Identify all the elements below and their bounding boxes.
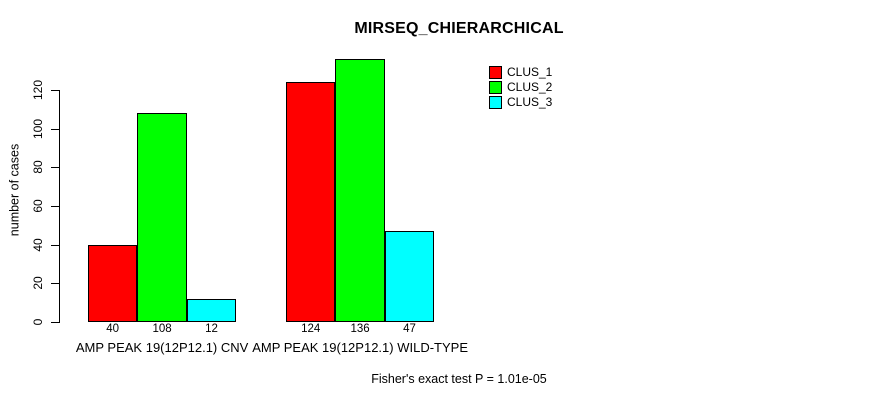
bar-value-label: 12 [205,323,218,335]
legend-label: CLUS_2 [507,80,553,94]
bar-CLUS_3-group1 [186,298,237,322]
bar-value-label: 124 [301,323,321,335]
legend: CLUS_1 CLUS_2 CLUS_3 [489,66,552,111]
x-category-label: AMP PEAK 19(12P12.1) CNV [75,340,249,355]
y-tick [51,283,59,285]
legend-label: CLUS_3 [507,95,553,109]
y-tick [51,90,59,91]
y-axis-label: number of cases [7,143,22,237]
y-tick-label: 100 [31,118,45,139]
bar-value-label: 136 [350,323,370,335]
y-tick [51,206,59,207]
annotation-text: Fisher's exact test P = 1.01e-05 [371,372,547,386]
bar-CLUS_3-group2 [384,231,435,322]
x-category-label: AMP PEAK 19(12P12.1) WILD-TYPE [252,340,468,355]
bar-value-label: 108 [152,323,172,335]
legend-item-CLUS_3: CLUS_3 [489,96,552,109]
y-tick-label: 0 [31,318,45,326]
legend-item-CLUS_2: CLUS_2 [489,81,552,94]
legend-swatch-CLUS_3 [489,96,502,109]
y-axis [59,90,60,323]
legend-item-CLUS_1: CLUS_1 [489,66,552,79]
legend-swatch-CLUS_2 [489,81,502,94]
bar-CLUS_2-group1 [137,113,187,322]
bar-CLUS_1-group2 [286,82,336,322]
y-tick [51,322,59,323]
legend-label: CLUS_1 [507,65,553,79]
y-tick-label: 20 [31,276,45,291]
y-tick-label: 60 [31,199,45,213]
y-tick [51,167,59,169]
y-tick [51,128,59,130]
y-tick [51,244,59,246]
y-tick-label: 40 [31,237,45,252]
chart-title: MIRSEQ_CHIERARCHICAL [354,20,564,37]
bar-CLUS_2-group2 [335,59,385,322]
y-tick-label: 120 [31,79,45,101]
y-tick-label: 80 [31,160,45,175]
bar-value-label: 40 [106,323,120,335]
legend-swatch-CLUS_1 [489,66,502,79]
bar-value-label: 47 [403,323,416,335]
bar-CLUS_1-group1 [88,244,138,322]
